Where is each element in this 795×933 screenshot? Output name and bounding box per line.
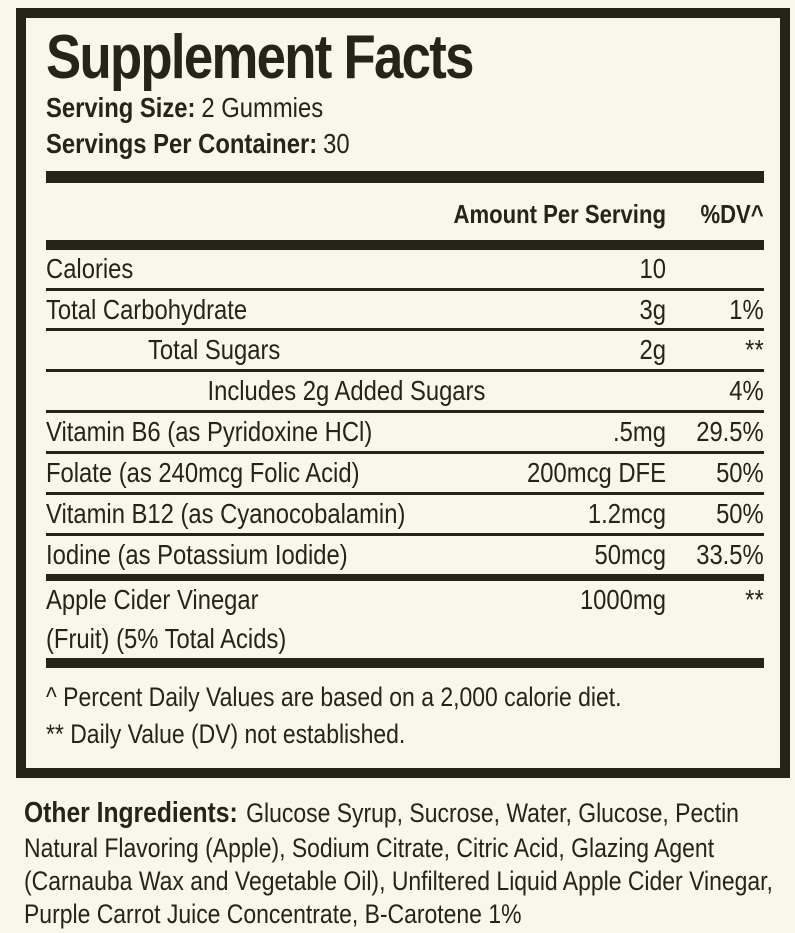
servings-per-container-value: 30 xyxy=(323,128,350,160)
divider-header-bottom xyxy=(46,239,764,250)
nutrient-name: Folate (as 240mcg Folic Acid) xyxy=(46,457,360,489)
nutrient-name-line2: (Fruit) (5% Total Acids) xyxy=(46,623,287,655)
nutrient-name: Apple Cider Vinegar (Fruit) (5% Total Ac… xyxy=(46,585,479,654)
other-ingredients-label: Other Ingredients: xyxy=(24,797,238,830)
nutrient-amount: 10 xyxy=(639,252,666,284)
table-row-added-sugars: Includes 2g Added Sugars 4% xyxy=(46,372,764,410)
row-divider xyxy=(46,492,764,496)
nutrient-amount: 1000mg xyxy=(579,584,666,616)
table-row-iodine: Iodine (as Potassium Iodide) 50mcg 33.5% xyxy=(46,536,764,574)
row-divider xyxy=(46,369,764,373)
nutrient-dv: 33.5% xyxy=(696,539,764,571)
nutrient-name: Total Sugars xyxy=(148,334,281,366)
other-ingredients-text: Glucose Syrup, Sucrose, Water, Glucose, … xyxy=(24,798,773,929)
nutrient-name: Iodine (as Potassium Iodide) xyxy=(46,539,348,571)
serving-size-label: Serving Size: xyxy=(46,91,196,123)
row-divider xyxy=(46,328,764,332)
divider-thick-top xyxy=(46,170,764,183)
supplement-facts-panel: Supplement Facts Serving Size: 2 Gummies … xyxy=(16,8,790,779)
table-row-apple-cider-vinegar: Apple Cider Vinegar (Fruit) (5% Total Ac… xyxy=(46,581,764,658)
nutrient-amount: 2g xyxy=(639,334,666,366)
nutrient-name: Vitamin B12 (as Cyanocobalamin) xyxy=(46,498,406,530)
table-row-total-sugars: Total Sugars 2g ** xyxy=(46,331,764,369)
row-divider xyxy=(46,287,764,291)
panel-title: Supplement Facts xyxy=(46,23,474,92)
row-divider xyxy=(46,451,764,455)
nutrient-amount: 3g xyxy=(639,293,666,325)
nutrient-dv: 50% xyxy=(716,457,764,489)
divider-thick-bottom xyxy=(46,658,764,669)
servings-per-container-line: Servings Per Container: 30 xyxy=(46,126,764,162)
footnotes-block: ^ Percent Daily Values are based on a 2,… xyxy=(46,668,764,762)
nutrient-name: Calories xyxy=(46,252,134,284)
divider-medium xyxy=(46,574,764,582)
row-divider xyxy=(46,410,764,414)
table-row-vitamin-b6: Vitamin B6 (as Pyridoxine HCl) .5mg 29.5… xyxy=(46,413,764,451)
nutrient-name: Vitamin B6 (as Pyridoxine HCl) xyxy=(46,416,373,448)
nutrient-dv: 4% xyxy=(729,375,764,407)
table-row-total-carbohydrate: Total Carbohydrate 3g 1% xyxy=(46,291,764,329)
table-row-folate: Folate (as 240mcg Folic Acid) 200mcg DFE… xyxy=(46,454,764,492)
table-row-calories: Calories 10 xyxy=(46,250,764,288)
serving-size-line: Serving Size: 2 Gummies xyxy=(46,90,764,126)
nutrient-dv: 1% xyxy=(729,293,764,325)
serving-size-value: 2 Gummies xyxy=(201,91,324,123)
column-header-row: Amount Per Serving %DV^ xyxy=(46,183,764,240)
nutrient-dv: 29.5% xyxy=(696,416,764,448)
footnote-dv-not-established: ** Daily Value (DV) not established. xyxy=(46,719,406,750)
nutrient-name: Includes 2g Added Sugars xyxy=(207,375,486,407)
nutrient-dv: ** xyxy=(745,584,764,616)
table-row-vitamin-b12: Vitamin B12 (as Cyanocobalamin) 1.2mcg 5… xyxy=(46,495,764,533)
nutrient-dv: 50% xyxy=(716,498,764,530)
nutrient-dv: ** xyxy=(745,334,764,366)
other-ingredients: Other Ingredients: Glucose Syrup, Sucrose… xyxy=(24,796,795,930)
nutrient-name: Total Carbohydrate xyxy=(46,293,248,325)
nutrient-amount: .5mg xyxy=(613,416,666,448)
nutrient-amount: 1.2mcg xyxy=(587,498,666,530)
amount-per-serving-header: Amount Per Serving xyxy=(453,198,666,229)
servings-per-container-label: Servings Per Container: xyxy=(46,128,318,160)
nutrient-amount: 50mcg xyxy=(594,539,666,571)
nutrient-amount: 200mcg DFE xyxy=(527,457,666,489)
nutrient-name-line1: Apple Cider Vinegar xyxy=(46,584,259,616)
footnote-daily-values: ^ Percent Daily Values are based on a 2,… xyxy=(46,682,622,713)
percent-dv-header: %DV^ xyxy=(700,198,764,229)
row-divider xyxy=(46,533,764,537)
supplement-label-page: Supplement Facts Serving Size: 2 Gummies … xyxy=(0,8,795,933)
